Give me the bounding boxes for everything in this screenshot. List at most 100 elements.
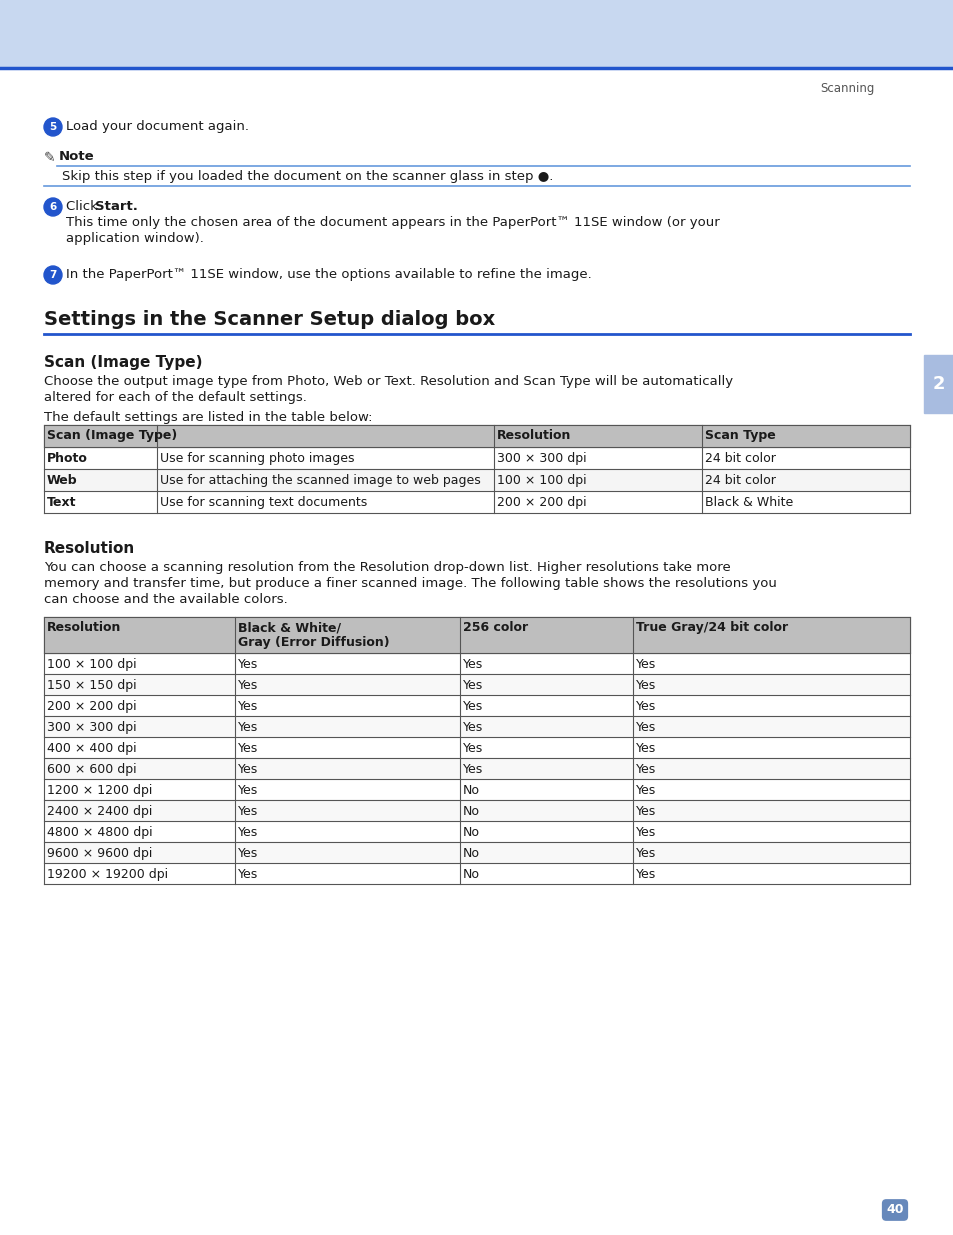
Text: No: No (462, 868, 479, 881)
Text: Black & White: Black & White (704, 496, 793, 509)
Text: This time only the chosen area of the document appears in the PaperPort™ 11SE wi: This time only the chosen area of the do… (66, 216, 719, 228)
Text: Start.: Start. (95, 200, 138, 212)
Bar (44, 695, 909, 716)
Text: No: No (462, 847, 479, 860)
Text: True Gray/24 bit color: True Gray/24 bit color (636, 621, 787, 634)
Text: Resolution: Resolution (497, 429, 571, 442)
Text: 200 × 200 dpi: 200 × 200 dpi (497, 496, 586, 509)
Text: Yes: Yes (636, 826, 656, 839)
Text: 300 × 300 dpi: 300 × 300 dpi (497, 452, 586, 466)
Text: Web: Web (47, 474, 77, 487)
Text: Yes: Yes (237, 658, 257, 671)
Text: memory and transfer time, but produce a finer scanned image. The following table: memory and transfer time, but produce a … (44, 577, 776, 590)
Text: Yes: Yes (462, 700, 482, 713)
Text: Load your document again.: Load your document again. (66, 120, 249, 133)
Text: Yes: Yes (462, 721, 482, 734)
Bar (44, 737, 909, 758)
Text: Use for scanning text documents: Use for scanning text documents (159, 496, 367, 509)
Text: 5: 5 (50, 122, 56, 132)
Text: 1200 × 1200 dpi: 1200 × 1200 dpi (47, 784, 152, 797)
Text: application window).: application window). (66, 232, 204, 245)
Text: Yes: Yes (636, 763, 656, 776)
Text: 4800 × 4800 dpi: 4800 × 4800 dpi (47, 826, 152, 839)
Text: Photo: Photo (47, 452, 88, 466)
Text: Yes: Yes (636, 679, 656, 692)
Text: Yes: Yes (636, 658, 656, 671)
Text: Yes: Yes (636, 784, 656, 797)
Text: Yes: Yes (636, 742, 656, 755)
Text: You can choose a scanning resolution from the Resolution drop-down list. Higher : You can choose a scanning resolution fro… (44, 561, 730, 574)
Text: 400 × 400 dpi: 400 × 400 dpi (47, 742, 136, 755)
Text: 2400 × 2400 dpi: 2400 × 2400 dpi (47, 805, 152, 818)
Bar (0, 0, 953, 68)
Bar (44, 653, 909, 674)
Text: Yes: Yes (237, 721, 257, 734)
Text: Use for scanning photo images: Use for scanning photo images (159, 452, 354, 466)
Text: 9600 × 9600 dpi: 9600 × 9600 dpi (47, 847, 152, 860)
Text: 150 × 150 dpi: 150 × 150 dpi (47, 679, 136, 692)
Text: In the PaperPort™ 11SE window, use the options available to refine the image.: In the PaperPort™ 11SE window, use the o… (66, 268, 591, 282)
Bar (44, 842, 909, 863)
Text: No: No (462, 805, 479, 818)
Text: Settings in the Scanner Setup dialog box: Settings in the Scanner Setup dialog box (44, 310, 495, 329)
Text: 300 × 300 dpi: 300 × 300 dpi (47, 721, 136, 734)
Text: Yes: Yes (636, 868, 656, 881)
Bar (44, 758, 909, 779)
Text: Yes: Yes (462, 742, 482, 755)
Bar (923, 354, 953, 412)
Text: No: No (462, 784, 479, 797)
Text: Black & White/
Gray (Error Diffusion): Black & White/ Gray (Error Diffusion) (237, 621, 389, 650)
Bar (44, 492, 909, 513)
Text: Note: Note (59, 149, 94, 163)
Text: Yes: Yes (237, 805, 257, 818)
Text: 24 bit color: 24 bit color (704, 474, 775, 487)
Text: No: No (462, 826, 479, 839)
Circle shape (44, 266, 62, 284)
Text: Resolution: Resolution (44, 541, 135, 556)
Text: 100 × 100 dpi: 100 × 100 dpi (497, 474, 586, 487)
Text: 600 × 600 dpi: 600 × 600 dpi (47, 763, 136, 776)
Text: Yes: Yes (237, 763, 257, 776)
Text: Scan Type: Scan Type (704, 429, 775, 442)
Text: Yes: Yes (237, 847, 257, 860)
Bar (44, 821, 909, 842)
Text: 100 × 100 dpi: 100 × 100 dpi (47, 658, 136, 671)
Text: can choose and the available colors.: can choose and the available colors. (44, 593, 288, 606)
Text: Yes: Yes (237, 826, 257, 839)
Text: 24 bit color: 24 bit color (704, 452, 775, 466)
Bar (44, 447, 909, 469)
Bar (44, 716, 909, 737)
Bar (44, 863, 909, 884)
Bar (44, 425, 909, 447)
Bar (44, 779, 909, 800)
Text: Yes: Yes (462, 763, 482, 776)
Text: Scanning: Scanning (820, 82, 874, 95)
Text: Yes: Yes (237, 679, 257, 692)
Text: Use for attaching the scanned image to web pages: Use for attaching the scanned image to w… (159, 474, 479, 487)
Bar (44, 800, 909, 821)
Text: Yes: Yes (462, 679, 482, 692)
Text: Yes: Yes (636, 847, 656, 860)
Circle shape (44, 198, 62, 216)
Text: The default settings are listed in the table below:: The default settings are listed in the t… (44, 411, 372, 424)
Text: Click: Click (66, 200, 102, 212)
Text: 7: 7 (50, 270, 56, 280)
Text: Resolution: Resolution (47, 621, 121, 634)
Text: Text: Text (47, 496, 76, 509)
Text: Yes: Yes (636, 805, 656, 818)
Text: 6: 6 (50, 203, 56, 212)
Text: 200 × 200 dpi: 200 × 200 dpi (47, 700, 136, 713)
Text: Skip this step if you loaded the document on the scanner glass in step ●.: Skip this step if you loaded the documen… (62, 170, 553, 183)
Text: ✎: ✎ (44, 151, 55, 165)
Text: Scan (Image Type): Scan (Image Type) (47, 429, 177, 442)
Text: Yes: Yes (237, 868, 257, 881)
Text: Yes: Yes (636, 700, 656, 713)
Text: 256 color: 256 color (462, 621, 527, 634)
Text: Yes: Yes (237, 700, 257, 713)
Text: Choose the output image type from Photo, Web or Text. Resolution and Scan Type w: Choose the output image type from Photo,… (44, 375, 732, 388)
Text: Yes: Yes (636, 721, 656, 734)
Bar (44, 469, 909, 492)
Bar (44, 618, 909, 653)
Text: Yes: Yes (237, 742, 257, 755)
Text: 40: 40 (885, 1203, 902, 1216)
